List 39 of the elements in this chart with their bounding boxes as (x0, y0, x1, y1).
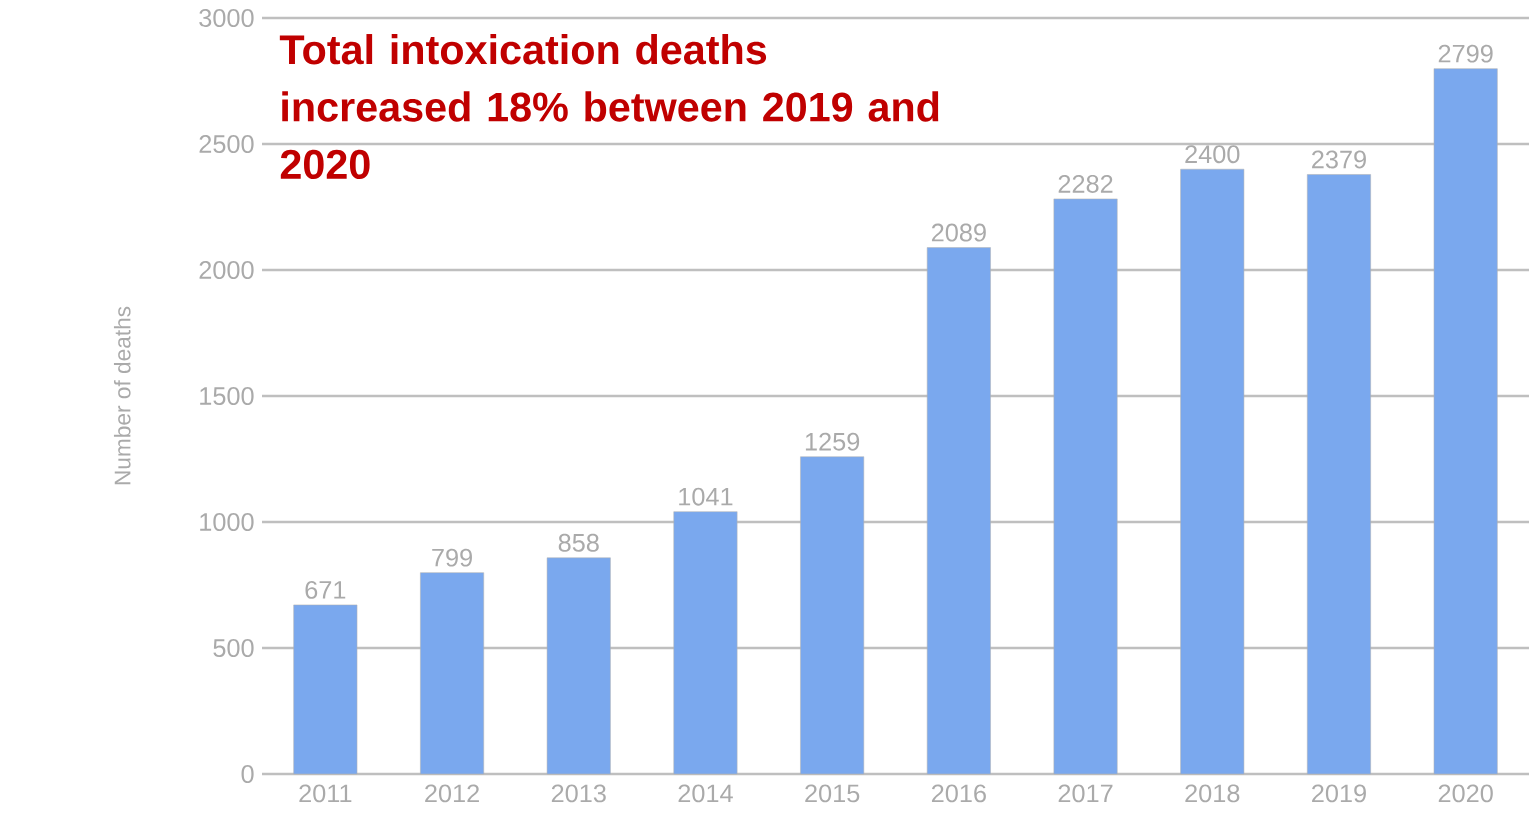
x-tick-label: 2014 (678, 784, 733, 803)
bar (420, 572, 484, 775)
bar (800, 456, 865, 775)
bar (293, 604, 358, 775)
bar (1433, 68, 1498, 775)
x-tick-label: 2019 (1312, 784, 1366, 803)
data-label: 1259 (805, 432, 860, 451)
x-tick-label: 2020 (1438, 784, 1493, 803)
y-tick-label: 0 (241, 765, 254, 783)
data-label: 2089 (931, 223, 986, 242)
text: Total intoxication deaths increased 18% between 2019 and 2020 (279, 34, 939, 180)
data-label: 2379 (1312, 150, 1366, 169)
x-tick-label: 2011 (299, 784, 352, 803)
bar (926, 247, 991, 775)
x-tick-label: 2016 (931, 784, 986, 803)
y-tick-label: 3000 (199, 9, 254, 27)
y-axis-title: Number of deaths (113, 306, 131, 485)
data-label: 2282 (1058, 174, 1113, 193)
bar (1307, 174, 1371, 775)
bar (546, 557, 611, 775)
y-tick-label: 1500 (200, 387, 254, 405)
x-tick-label: 2012 (425, 784, 479, 803)
bar (1053, 198, 1118, 775)
y-tick-label: 2000 (199, 261, 254, 279)
data-label: 2799 (1438, 44, 1493, 63)
data-label: 858 (558, 533, 599, 552)
y-tick-label: 2500 (199, 135, 254, 153)
x-tick-label: 2017 (1058, 784, 1113, 803)
x-tick-label: 2018 (1185, 784, 1240, 803)
x-tick-label: 2013 (551, 784, 606, 803)
y-tick-label: 500 (213, 639, 254, 657)
y-tick-label: 1000 (200, 513, 254, 531)
bar (1180, 168, 1245, 775)
data-label: 1041 (679, 487, 733, 506)
x-tick-label: 2015 (805, 784, 860, 803)
data-label: 799 (432, 548, 472, 567)
data-label: 671 (305, 580, 346, 599)
bar (673, 511, 738, 775)
data-label: 2400 (1185, 145, 1240, 164)
